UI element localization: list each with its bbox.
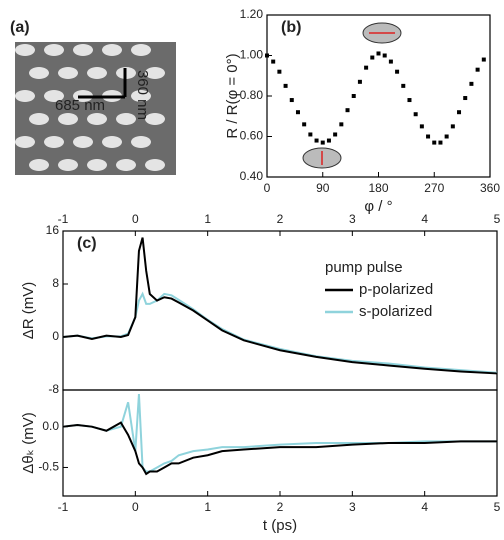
x-tick-label: 2 <box>277 500 284 514</box>
top-x-tick-label: 4 <box>421 212 428 226</box>
top-x-tick-label: 3 <box>349 212 356 226</box>
point <box>358 80 362 84</box>
point <box>265 54 269 58</box>
y-axis-label: ΔR (mV) <box>20 282 37 340</box>
x-tick-label: 3 <box>349 500 356 514</box>
point <box>271 60 275 64</box>
point <box>482 58 486 62</box>
x-tick-label: 1 <box>204 500 211 514</box>
y-tick-label: 0.60 <box>240 129 264 143</box>
line <box>63 394 497 471</box>
point <box>476 68 480 72</box>
y-axis-label: R / R(φ = 0°) <box>224 53 241 138</box>
x-tick-label: 5 <box>494 500 501 514</box>
x-tick-label: 90 <box>316 181 330 195</box>
point <box>451 124 455 128</box>
point <box>463 96 467 100</box>
y-tick-label: 0.80 <box>240 88 264 102</box>
point <box>308 132 312 136</box>
sem-image: 685 nm 360 nm <box>15 42 176 175</box>
point <box>426 135 430 139</box>
y-tick-label: -8 <box>48 382 59 396</box>
y-axis-label: Δθₖ (mV) <box>20 412 37 473</box>
point <box>445 135 449 139</box>
point <box>401 84 405 88</box>
point <box>377 51 381 55</box>
panel-label: (a) <box>10 19 30 36</box>
y-tick-label: 0.40 <box>240 169 264 183</box>
point <box>333 132 337 136</box>
panel-label: (c) <box>77 235 97 252</box>
point <box>352 94 356 98</box>
point <box>407 98 411 102</box>
point <box>277 70 281 74</box>
y-tick-label: 8 <box>52 276 59 290</box>
top-x-tick-label: 1 <box>204 212 211 226</box>
point <box>296 110 300 114</box>
point <box>389 60 393 64</box>
point <box>290 98 294 102</box>
point <box>339 122 343 126</box>
x-tick-label: 270 <box>424 181 444 195</box>
panel-label: (b) <box>281 19 301 36</box>
point <box>438 141 442 145</box>
legend-title: pump pulse <box>325 259 403 276</box>
y-tick-label: -0.5 <box>38 460 59 474</box>
point <box>346 108 350 112</box>
y-tick-label: 0.0 <box>42 419 59 433</box>
legend-label: p-polarized <box>359 281 433 298</box>
y-tick-label: 1.20 <box>240 7 264 21</box>
top-x-tick-label: 0 <box>132 212 139 226</box>
x-axis-label: φ / ° <box>364 198 392 215</box>
point <box>383 54 387 58</box>
point <box>395 70 399 74</box>
figure: 685 nm 360 nm (a) 0.40 0.60 0.80 1.00 1.20 0 9… <box>0 0 504 540</box>
x-tick-label: -1 <box>58 500 69 514</box>
point <box>469 82 473 86</box>
point <box>284 84 288 88</box>
point <box>414 112 418 116</box>
y-tick-label: 1.00 <box>240 48 264 62</box>
point <box>457 110 461 114</box>
line <box>63 423 497 474</box>
point <box>315 139 319 143</box>
y-tick-label: 0 <box>52 329 59 343</box>
top-x-tick-label: 2 <box>277 212 284 226</box>
legend-label: s-polarized <box>359 303 432 320</box>
x-tick-label: 0 <box>264 181 271 195</box>
point <box>302 122 306 126</box>
point <box>370 56 374 60</box>
x-axis-label: t (ps) <box>263 517 297 534</box>
x-tick-label: 180 <box>368 181 388 195</box>
x-tick-label: 360 <box>480 181 500 195</box>
x-tick-label: 0 <box>132 500 139 514</box>
scale-x: 685 nm <box>55 97 105 114</box>
top-x-tick-label: 5 <box>494 212 501 226</box>
top-x-tick-label: -1 <box>58 212 69 226</box>
point <box>432 141 436 145</box>
x-tick-label: 4 <box>421 500 428 514</box>
scale-y: 360 nm <box>134 70 151 120</box>
point <box>420 124 424 128</box>
point <box>327 139 331 143</box>
point <box>364 66 368 70</box>
point <box>321 141 325 145</box>
